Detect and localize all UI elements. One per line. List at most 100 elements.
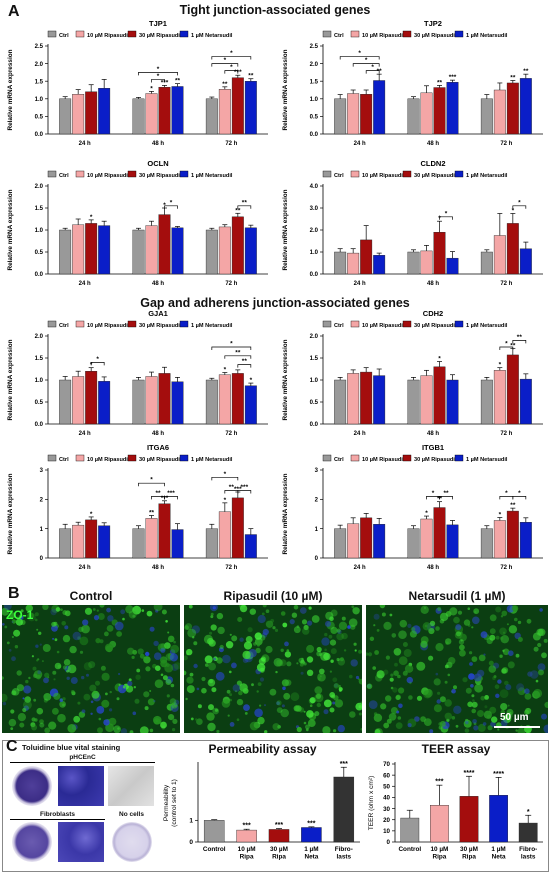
cell-spot [308, 606, 312, 610]
bar [506, 223, 519, 275]
legend-label: Ctrl [59, 173, 69, 179]
cell-spot [467, 607, 471, 610]
cell-spot [489, 628, 496, 635]
cell-spot [259, 634, 266, 641]
cell-spot [143, 656, 151, 664]
cell-spot [201, 676, 206, 682]
significance-star: *** [161, 79, 169, 86]
chart-gja1: GJA1 Ctrl 10 µM Ripasudil 30 µM Ripasudil 1 … [7, 309, 268, 437]
significance-star: ** [149, 509, 155, 516]
legend-swatch [127, 30, 137, 38]
cell-spot [215, 671, 225, 681]
cell-spot [495, 693, 500, 698]
cell-spot [392, 687, 398, 693]
cell-spot [11, 635, 14, 639]
significance-star: *** [449, 74, 457, 81]
bar [519, 378, 532, 425]
comparison-bracket [499, 346, 514, 350]
y-axis-label: TEER (ohm x cm²) [368, 776, 375, 831]
cell-spot [41, 660, 44, 663]
cell-spot [455, 624, 462, 631]
y-tick-label: 0.0 [35, 272, 44, 278]
cell-spot [536, 628, 544, 636]
cell-spot [37, 670, 42, 675]
cell-spot [314, 711, 320, 717]
cell-spot [336, 628, 341, 633]
y-tick-label: 1 [40, 527, 44, 533]
cell-spot [173, 662, 180, 670]
cell-spot [243, 704, 250, 711]
label-phcenc: pHCEnC [69, 754, 96, 761]
cell-spot [172, 728, 176, 732]
bar [158, 503, 171, 559]
cell-spot [109, 690, 112, 694]
cell-spot [487, 725, 493, 731]
bar [132, 528, 145, 559]
cell-spot [221, 699, 231, 708]
cell-spot [502, 648, 510, 656]
y-tick-label: 1.0 [35, 97, 44, 103]
cell-spot [127, 647, 135, 655]
cell-spot [229, 633, 232, 636]
cell-spot [283, 692, 291, 700]
cell-spot [15, 618, 23, 626]
cell-spot [143, 691, 150, 698]
cell-spot [187, 628, 197, 638]
cell-spot [472, 699, 475, 702]
cell-spot [52, 670, 57, 675]
cell-spot [8, 718, 17, 727]
cell-spot [444, 699, 452, 707]
cell-spot [42, 644, 51, 652]
cell-spot [136, 668, 141, 673]
legend-label: 10 µM Ripasudil [87, 173, 130, 179]
cell-spot [56, 650, 60, 654]
cell-spot [16, 670, 22, 676]
cell-spot [276, 659, 284, 667]
cell-spot [211, 687, 217, 693]
bar [446, 82, 459, 135]
cell-spot [2, 607, 10, 616]
cell-spot [4, 605, 12, 610]
cell-spot [97, 727, 103, 733]
cell-spot [149, 690, 152, 692]
cell-spot [303, 710, 306, 713]
cell-spot [186, 685, 195, 694]
cell-spot [465, 718, 469, 723]
bar [205, 98, 218, 135]
cell-spot [533, 688, 543, 698]
bar [373, 255, 386, 275]
bar [218, 511, 231, 559]
cell-spot [482, 722, 487, 726]
cell-spot [299, 662, 304, 667]
bar [231, 216, 244, 275]
cell-spot [78, 626, 84, 633]
y-tick-label: 3 [315, 468, 319, 474]
cell-spot [43, 693, 52, 701]
chart-title: TJP1 [149, 19, 167, 28]
cell-spot [254, 637, 263, 646]
cell-spot [336, 657, 340, 662]
micro-title-control: Control [69, 589, 113, 603]
bracket-label: * [230, 64, 233, 71]
cell-spot [184, 655, 188, 661]
cell-spot [285, 679, 292, 686]
cell-spot [265, 645, 273, 654]
cell-spot [373, 713, 383, 722]
significance-star: ** [510, 74, 516, 81]
cell-spot [153, 718, 161, 725]
cell-spot [369, 636, 375, 641]
cell-spot [483, 653, 486, 656]
cell-spot [462, 677, 468, 683]
comparison-bracket [339, 56, 380, 60]
cell-spot [508, 625, 518, 634]
cell-spot [134, 698, 140, 704]
bar [244, 534, 257, 559]
cell-spot [39, 722, 45, 728]
cell-spot [77, 701, 81, 705]
y-tick-label: 3 [40, 468, 44, 474]
cell-spot [153, 700, 156, 703]
cell-spot [256, 690, 259, 693]
cell-spot [35, 618, 38, 622]
cell-spot [533, 646, 539, 652]
comparison-bracket [237, 364, 252, 368]
